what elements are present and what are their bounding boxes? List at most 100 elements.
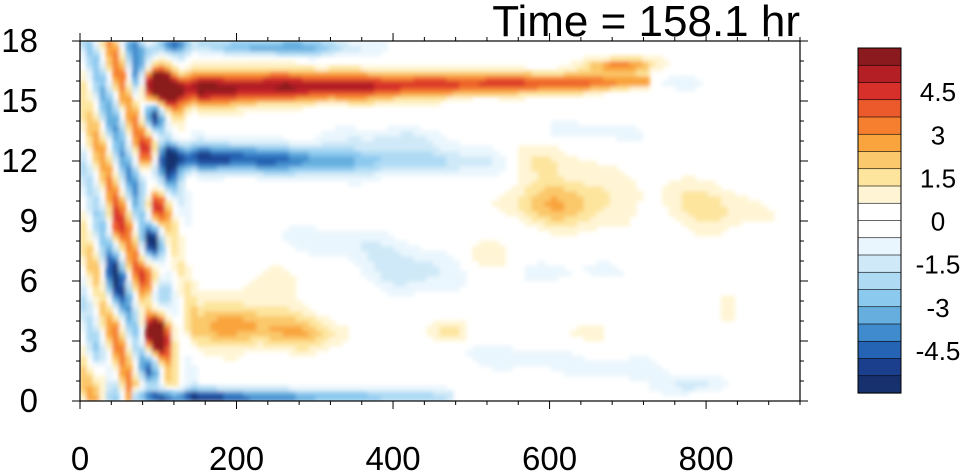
contour-cell: [145, 395, 153, 401]
contour-cell: [164, 90, 173, 97]
contour-cell: [262, 80, 271, 87]
contour-cell: [308, 175, 317, 182]
contour-cell: [230, 335, 238, 342]
contour-cell: [354, 155, 362, 162]
contour-cell: [433, 100, 441, 107]
contour-cell: [347, 155, 356, 162]
contour-cell: [289, 160, 297, 167]
contour-cell: [675, 85, 683, 92]
contour-cell: [105, 365, 114, 372]
contour-cell: [361, 135, 369, 142]
contour-cell: [609, 180, 618, 187]
contour-cell: [86, 190, 94, 197]
contour-cell: [334, 140, 343, 147]
contour-cell: [249, 280, 258, 287]
contour-cell: [491, 255, 500, 262]
contour-cell: [563, 65, 572, 72]
contour-cell: [374, 175, 382, 182]
contour-cell: [537, 175, 546, 182]
contour-cell: [570, 75, 578, 82]
contour-cell: [400, 240, 408, 247]
contour-cell: [557, 155, 565, 162]
contour-cell: [393, 95, 402, 102]
contour-cell: [112, 380, 120, 387]
contour-cell: [164, 190, 173, 197]
contour-cell: [230, 140, 238, 147]
contour-cell: [485, 90, 493, 97]
contour-cell: [544, 350, 552, 357]
contour-cell: [105, 395, 114, 401]
contour-cell: [629, 355, 637, 362]
contour-cell: [609, 365, 618, 372]
contour-cell: [505, 205, 513, 212]
contour-cell: [328, 85, 336, 92]
contour-cell: [557, 220, 565, 227]
contour-cell: [217, 100, 225, 107]
contour-cell: [125, 365, 133, 372]
contour-cell: [203, 385, 212, 392]
contour-cell: [92, 195, 101, 202]
contour-cell: [158, 215, 166, 222]
contour-cell: [341, 335, 349, 342]
contour-cell: [419, 70, 428, 77]
contour-cell: [138, 150, 146, 157]
contour-cell: [328, 70, 336, 77]
contour-cell: [419, 265, 428, 272]
contour-cell: [616, 170, 624, 177]
contour-cell: [518, 165, 526, 172]
contour-cell: [118, 375, 127, 382]
contour-cell: [171, 340, 179, 347]
contour-cell: [452, 75, 461, 82]
contour-cell: [99, 235, 107, 242]
contour-cell: [131, 270, 140, 277]
contour-cell: [334, 80, 343, 87]
contour-cell: [609, 265, 618, 272]
contour-cell: [616, 215, 624, 222]
contour-cell: [105, 230, 114, 237]
contour-cell: [92, 55, 101, 62]
contour-cell: [537, 70, 546, 77]
contour-cell: [131, 210, 140, 217]
contour-cell: [184, 205, 192, 212]
contour-cell: [302, 350, 310, 357]
contour-cell: [223, 70, 231, 77]
contour-cell: [80, 315, 87, 322]
contour-cell: [145, 280, 153, 287]
contour-cell: [210, 41, 218, 47]
contour-cell: [269, 330, 277, 337]
contour-cell: [544, 145, 552, 152]
contour-cell: [413, 130, 421, 137]
contour-cell: [550, 130, 559, 137]
colorbar-swatch: [857, 151, 902, 170]
contour-cell: [374, 255, 382, 262]
contour-cell: [86, 330, 94, 337]
colorbar-label: 4.5: [920, 77, 956, 107]
contour-cell: [262, 170, 271, 177]
contour-cell: [282, 315, 290, 322]
contour-cell: [184, 150, 192, 157]
contour-cell: [413, 150, 421, 157]
contour-cell: [112, 80, 120, 87]
contour-cell: [341, 385, 349, 392]
contour-cell: [374, 390, 382, 397]
contour-cell: [367, 160, 375, 167]
contour-cell: [446, 140, 454, 147]
contour-cell: [105, 310, 114, 317]
contour-cell: [92, 80, 101, 87]
contour-cell: [590, 220, 598, 227]
contour-cell: [80, 395, 87, 401]
contour-cell: [158, 260, 166, 267]
contour-cell: [138, 50, 146, 57]
contour-cell: [413, 145, 421, 152]
contour-cell: [518, 160, 526, 167]
contour-cell: [334, 125, 343, 132]
contour-cell: [138, 65, 146, 72]
contour-cell: [583, 130, 591, 137]
contour-cell: [105, 105, 114, 112]
contour-cell: [347, 125, 356, 132]
contour-cell: [236, 50, 245, 57]
contour-cell: [86, 55, 94, 62]
contour-cell: [393, 290, 402, 297]
contour-cell: [531, 190, 539, 197]
contour-cell: [433, 75, 441, 82]
